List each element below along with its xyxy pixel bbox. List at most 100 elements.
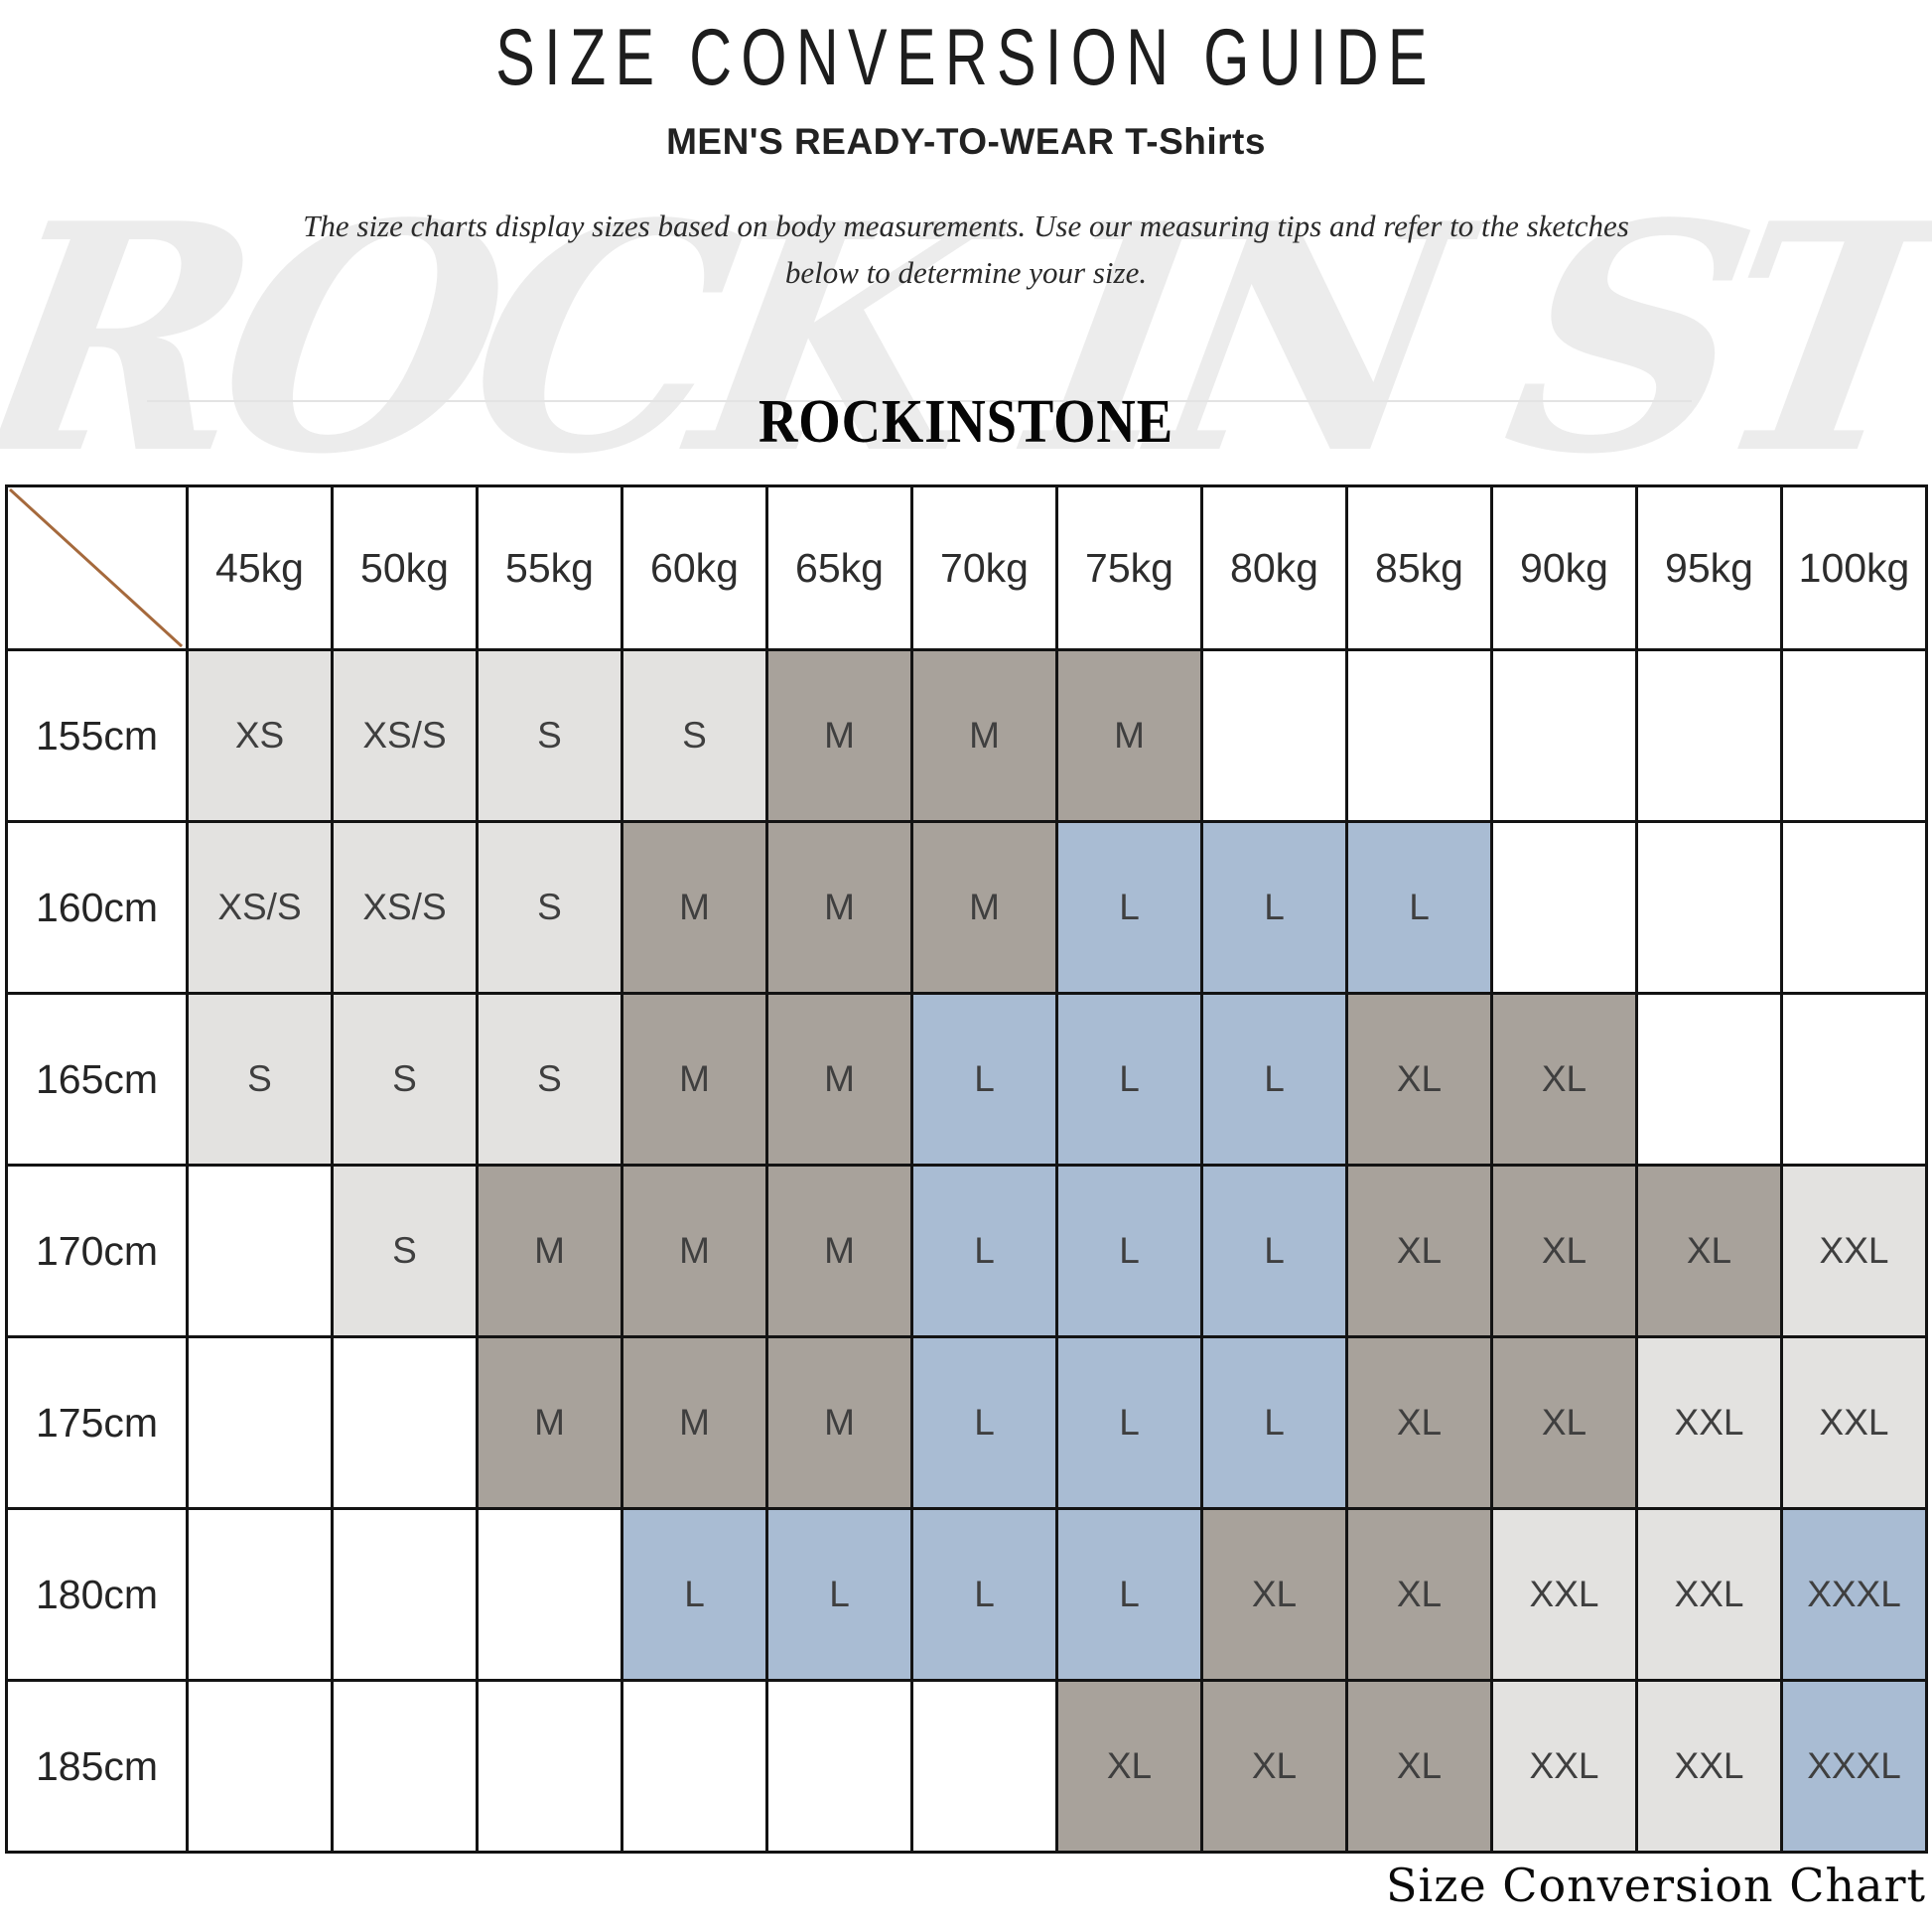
height-label: 185cm [5, 1679, 189, 1854]
table-row: 160cm XS/S XS/S S M M M L L L [5, 820, 1928, 995]
empty-cell [1780, 648, 1928, 823]
size-cell: M [1055, 648, 1203, 823]
weight-header-row: 45kg 50kg 55kg 60kg 65kg 70kg 75kg 80kg 85kg 90kg… [5, 484, 1928, 651]
size-cell: M [476, 1335, 623, 1510]
size-cell: S [186, 992, 334, 1167]
table-row: 185cm XL XL XL XXL XXL XXXL [5, 1679, 1928, 1854]
empty-cell [1490, 648, 1638, 823]
table-row: 155cm XS XS/S S S M M M [5, 648, 1928, 823]
height-label: 165cm [5, 992, 189, 1167]
size-cell: XL [1345, 1507, 1493, 1682]
size-cell: XL [1200, 1679, 1348, 1854]
size-cell: XXXL [1780, 1507, 1928, 1682]
size-cell: XS/S [331, 820, 479, 995]
size-cell: L [910, 992, 1058, 1167]
size-cell: XS [186, 648, 334, 823]
size-table: 45kg 50kg 55kg 60kg 65kg 70kg 75kg 80kg 85kg 90kg… [5, 484, 1928, 1854]
page-subtitle: MEN'S READY-TO-WEAR T-Shirts [666, 121, 1266, 162]
empty-cell [331, 1679, 479, 1854]
size-cell: XXL [1490, 1679, 1638, 1854]
divider-rule [147, 400, 1692, 402]
size-table-wrap: 45kg 50kg 55kg 60kg 65kg 70kg 75kg 80kg 85kg 90kg… [5, 484, 1928, 1854]
size-cell: XL [1055, 1679, 1203, 1854]
empty-cell [1200, 648, 1348, 823]
size-cell: XL [1490, 992, 1638, 1167]
size-cell: M [476, 1164, 623, 1338]
empty-cell [910, 1679, 1058, 1854]
size-cell: XXL [1780, 1335, 1928, 1510]
size-cell: XL [1345, 992, 1493, 1167]
size-cell: XL [1345, 1679, 1493, 1854]
description-line-2: below to determine your size. [784, 255, 1148, 290]
weight-header: 75kg [1055, 484, 1203, 651]
empty-cell [331, 1507, 479, 1682]
size-cell: L [1200, 1335, 1348, 1510]
empty-cell [765, 1679, 913, 1854]
size-table-body: 45kg 50kg 55kg 60kg 65kg 70kg 75kg 80kg 85kg 90kg… [5, 484, 1928, 1854]
size-cell: M [621, 820, 768, 995]
size-cell: L [1200, 992, 1348, 1167]
size-cell: M [765, 648, 913, 823]
weight-header: 100kg [1780, 484, 1928, 651]
weight-header: 95kg [1635, 484, 1783, 651]
weight-header: 80kg [1200, 484, 1348, 651]
description-line-1: The size charts display sizes based on b… [303, 208, 1629, 243]
size-cell: XL [1200, 1507, 1348, 1682]
size-cell: M [765, 992, 913, 1167]
empty-cell [476, 1679, 623, 1854]
size-cell: M [765, 1164, 913, 1338]
empty-cell [331, 1335, 479, 1510]
weight-header: 55kg [476, 484, 623, 651]
empty-cell [621, 1679, 768, 1854]
size-cell: L [1055, 1335, 1203, 1510]
size-cell: M [765, 820, 913, 995]
size-cell: L [1055, 992, 1203, 1167]
size-cell: S [331, 1164, 479, 1338]
empty-cell [1780, 820, 1928, 995]
size-cell: L [910, 1164, 1058, 1338]
empty-cell [1490, 820, 1638, 995]
empty-cell [186, 1679, 334, 1854]
size-cell: S [476, 992, 623, 1167]
size-cell: M [621, 1164, 768, 1338]
empty-cell [186, 1335, 334, 1510]
brand-title: ROCKINSTONE [759, 388, 1173, 456]
height-label: 175cm [5, 1335, 189, 1510]
table-row: 175cm M M M L L L XL XL XXL XXL [5, 1335, 1928, 1510]
height-label: 170cm [5, 1164, 189, 1338]
page-title: SIZE CONVERSION GUIDE [495, 13, 1437, 103]
size-cell: XL [1635, 1164, 1783, 1338]
size-cell: L [1055, 1507, 1203, 1682]
empty-cell [1635, 820, 1783, 995]
weight-header: 60kg [621, 484, 768, 651]
footer-caption: Size Conversion Chart [1385, 1859, 1926, 1912]
size-cell: S [476, 648, 623, 823]
size-cell: S [476, 820, 623, 995]
empty-cell [186, 1164, 334, 1338]
empty-cell [1635, 648, 1783, 823]
size-cell: L [1055, 820, 1203, 995]
size-cell: XS/S [186, 820, 334, 995]
size-cell: M [910, 820, 1058, 995]
size-cell: XL [1490, 1335, 1638, 1510]
size-cell: L [910, 1507, 1058, 1682]
empty-cell [186, 1507, 334, 1682]
weight-header: 90kg [1490, 484, 1638, 651]
height-label: 155cm [5, 648, 189, 823]
size-cell: M [621, 992, 768, 1167]
table-row: 180cm L L L L XL XL XXL XXL XXXL [5, 1507, 1928, 1682]
size-cell: XL [1345, 1335, 1493, 1510]
corner-diagonal-line [9, 488, 184, 647]
table-row: 165cm S S S M M L L L XL XL [5, 992, 1928, 1167]
size-cell: XXL [1635, 1335, 1783, 1510]
weight-header: 45kg [186, 484, 334, 651]
size-cell: XXL [1780, 1164, 1928, 1338]
weight-header: 70kg [910, 484, 1058, 651]
corner-cell [5, 484, 189, 651]
height-label: 180cm [5, 1507, 189, 1682]
size-cell: XL [1490, 1164, 1638, 1338]
height-label: 160cm [5, 820, 189, 995]
size-cell: XXXL [1780, 1679, 1928, 1854]
size-cell: L [621, 1507, 768, 1682]
weight-header: 50kg [331, 484, 479, 651]
